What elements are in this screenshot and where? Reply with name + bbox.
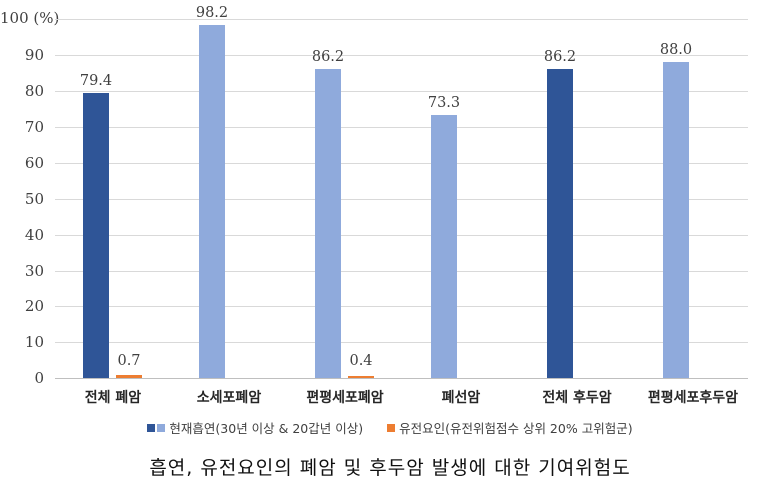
gridline-50 <box>55 199 748 200</box>
y-tick-100: 100 (%) <box>0 9 60 27</box>
bar-smoking-total-larynx <box>547 69 573 378</box>
value-label-smoking-squamous-larynx: 88.0 <box>659 42 693 58</box>
legend-label-genetic: 유전요인(유전위험점수 상위 20% 고위험군) <box>399 421 633 436</box>
bar-smoking-small-cell-lung <box>199 25 225 378</box>
gridline-70 <box>55 127 748 128</box>
value-label-smoking-adeno-lung: 73.3 <box>427 95 461 111</box>
gridline-10 <box>55 342 748 343</box>
x-category-squamous-larynx: 편평세포후두암 <box>647 390 739 406</box>
x-category-total-larynx: 전체 후두암 <box>542 390 612 406</box>
y-tick-60: 60 <box>24 154 44 172</box>
y-tick-30: 30 <box>24 262 44 280</box>
y-tick-70: 70 <box>24 118 44 136</box>
bar-smoking-total-lung <box>83 93 109 378</box>
value-label-genetic-squamous-lung: 0.4 <box>349 353 373 369</box>
y-tick-90: 90 <box>24 46 44 64</box>
legend-swatch-orange <box>387 423 396 432</box>
x-category-adeno-lung: 폐선암 <box>441 390 481 406</box>
gridline-90 <box>55 55 748 56</box>
y-tick-20: 20 <box>24 297 44 315</box>
x-category-total-lung: 전체 폐암 <box>84 390 142 406</box>
y-tick-50: 50 <box>24 190 44 208</box>
y-tick-40: 40 <box>24 226 44 244</box>
gridline-100 <box>55 19 748 20</box>
y-tick-10: 10 <box>24 333 44 351</box>
y-tick-0: 0 <box>34 369 44 387</box>
gridline-80 <box>55 91 748 92</box>
value-label-genetic-total-lung: 0.7 <box>117 353 141 369</box>
value-label-smoking-total-lung: 79.4 <box>79 73 113 89</box>
gridline-20 <box>55 306 748 307</box>
chart-caption: 흡연, 유전요인의 폐암 및 후두암 발생에 대한 기여위험도 <box>149 457 631 479</box>
legend-item-genetic: 유전요인(유전위험점수 상위 20% 고위험군) <box>387 418 633 437</box>
bar-genetic-squamous-lung <box>348 376 374 378</box>
value-label-smoking-total-larynx: 86.2 <box>543 49 577 65</box>
legend-swatch-light-blue <box>157 423 166 432</box>
bar-smoking-squamous-larynx <box>663 62 689 378</box>
gridline-40 <box>55 235 748 236</box>
legend-label-smoking: 현재흡연(30년 이상 & 20갑년 이상) <box>169 421 364 436</box>
gridline-30 <box>55 271 748 272</box>
legend-swatch-dark-blue <box>147 423 156 432</box>
bar-genetic-total-lung <box>116 375 142 378</box>
x-category-squamous-lung: 편평세포폐암 <box>306 390 384 406</box>
y-tick-80: 80 <box>24 82 44 100</box>
value-label-smoking-small-cell-lung: 98.2 <box>195 5 229 21</box>
value-label-smoking-squamous-lung: 86.2 <box>311 49 345 65</box>
x-axis-line <box>55 378 748 379</box>
chart-legend: 현재흡연(30년 이상 & 20갑년 이상) 유전요인(유전위험점수 상위 20… <box>0 418 780 437</box>
legend-item-smoking: 현재흡연(30년 이상 & 20갑년 이상) <box>147 418 363 437</box>
gridline-60 <box>55 163 748 164</box>
x-category-small-cell-lung: 소세포폐암 <box>196 390 262 406</box>
bar-smoking-adeno-lung <box>431 115 457 378</box>
bar-smoking-squamous-lung <box>315 69 341 378</box>
